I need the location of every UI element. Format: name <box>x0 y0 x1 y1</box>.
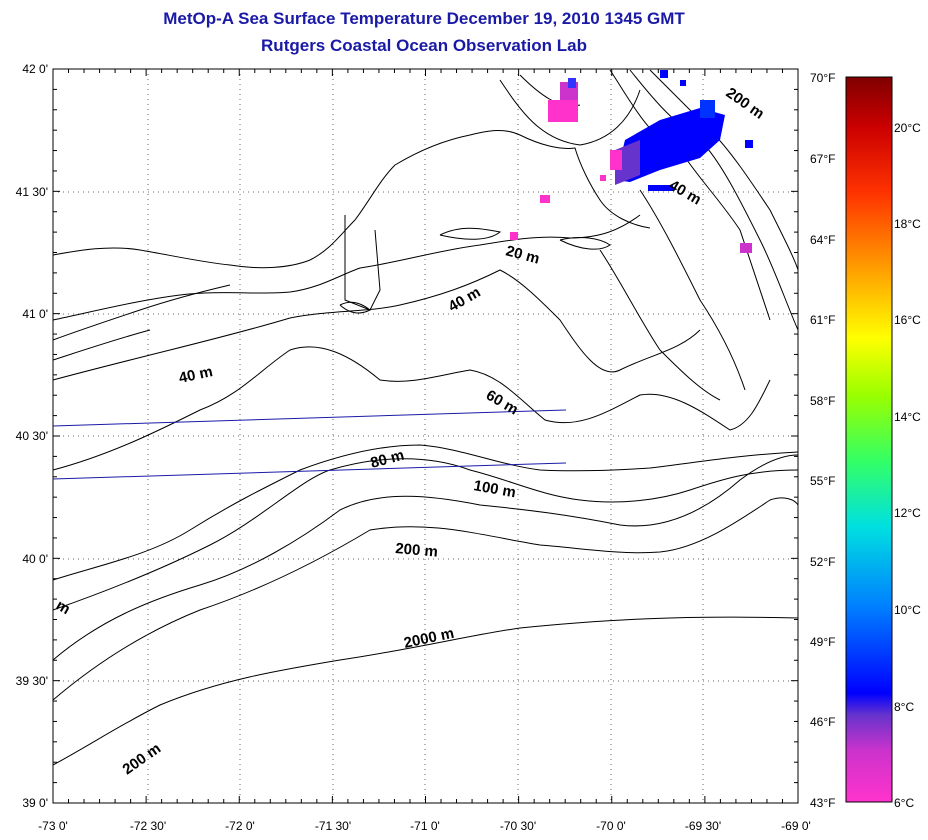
lon-label: -73 0' <box>38 819 68 833</box>
contour-label: 40 m <box>177 363 214 387</box>
latitude-labels: 42 0' 41 30' 41 0' 40 30' 40 0' 39 30' 3… <box>16 62 48 810</box>
lon-label: -70 0' <box>596 819 626 833</box>
marthas-vineyard <box>439 227 502 240</box>
long-island-south-shore <box>52 284 231 341</box>
lon-label: -69 30' <box>685 819 721 833</box>
contour-label: 200 m <box>395 540 439 561</box>
contour-40m <box>52 269 701 381</box>
f-label: 61°F <box>810 313 835 327</box>
sst-patches <box>510 70 753 253</box>
lon-label: -71 0' <box>410 819 440 833</box>
fahrenheit-scale: 70°F 67°F 64°F 61°F 58°F 55°F 52°F 49°F … <box>810 71 835 810</box>
contour-100m <box>52 458 799 611</box>
transect-north <box>52 409 567 427</box>
f-label: 70°F <box>810 71 835 85</box>
contour-gulf-3 <box>649 69 799 271</box>
lat-label: 40 30' <box>16 429 48 443</box>
f-label: 49°F <box>810 635 835 649</box>
narragansett <box>344 215 381 311</box>
contour-shoals <box>639 189 746 391</box>
f-label: 46°F <box>810 715 835 729</box>
contour-200m-south <box>52 497 799 701</box>
contour-capecod-1 <box>499 79 641 146</box>
lon-label: -70 30' <box>500 819 536 833</box>
c-label: 8°C <box>894 700 914 714</box>
nantucket <box>559 237 611 250</box>
c-label: 6°C <box>894 796 914 810</box>
c-label: 16°C <box>894 313 921 327</box>
f-label: 58°F <box>810 394 835 408</box>
contour-80m <box>52 444 799 581</box>
contour-2000m <box>52 616 799 766</box>
map-subtitle: Rutgers Coastal Ocean Observation Lab <box>261 36 587 55</box>
contour-gulf-1 <box>609 69 771 321</box>
color-bar <box>845 76 893 803</box>
f-label: 67°F <box>810 152 835 166</box>
lon-label: -72 0' <box>225 819 255 833</box>
transect-lines <box>52 409 567 480</box>
contour-gulf-2 <box>629 69 799 331</box>
bathymetry-contours <box>52 69 799 766</box>
c-label: 18°C <box>894 217 921 231</box>
lat-label: 39 0' <box>22 796 48 810</box>
lat-label: 41 30' <box>16 185 48 199</box>
longitude-labels: -73 0' -72 30' -72 0' -71 30' -71 0' -70… <box>38 819 811 833</box>
c-label: 10°C <box>894 603 921 617</box>
lat-label: 40 0' <box>22 552 48 566</box>
c-label: 14°C <box>894 410 921 424</box>
lat-label: 41 0' <box>22 307 48 321</box>
axis-ticks <box>52 68 799 804</box>
map-title: MetOp-A Sea Surface Temperature December… <box>163 9 685 28</box>
transect-south <box>52 462 567 480</box>
f-label: 43°F <box>810 796 835 810</box>
lat-label: 39 30' <box>16 674 48 688</box>
f-label: 52°F <box>810 555 835 569</box>
long-island-north-shore <box>52 329 151 361</box>
lon-label: -71 30' <box>315 819 351 833</box>
lat-label: 42 0' <box>22 62 48 76</box>
contour-60m <box>52 346 771 471</box>
georges-bank-detail <box>599 249 721 401</box>
f-label: 64°F <box>810 233 835 247</box>
celsius-scale: 20°C 18°C 16°C 14°C 12°C 10°C 8°C 6°C <box>894 121 921 810</box>
c-label: 20°C <box>894 121 921 135</box>
f-label: 55°F <box>810 474 835 488</box>
lon-label: -72 30' <box>130 819 166 833</box>
contour-20m <box>52 214 641 321</box>
graticule <box>53 69 798 803</box>
contour-shelf-edge <box>52 454 799 661</box>
lon-label: -69 0' <box>781 819 811 833</box>
coastline <box>52 130 651 269</box>
c-label: 12°C <box>894 506 921 520</box>
